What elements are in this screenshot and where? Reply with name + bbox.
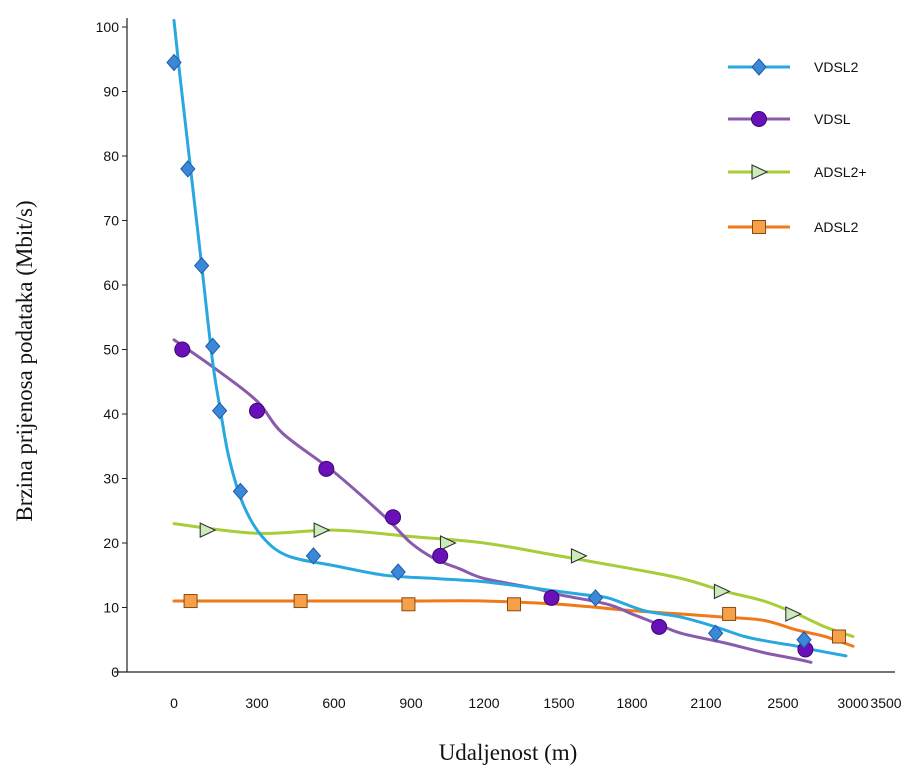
vdsl2-point xyxy=(205,337,221,356)
adsl2-line xyxy=(172,599,855,648)
y-tick-label: 80 xyxy=(103,148,119,164)
x-tick-label: 300 xyxy=(245,695,269,711)
x-tick-label: 1500 xyxy=(543,695,574,711)
x-tick-label: 600 xyxy=(322,695,346,711)
adsl2-plus-point xyxy=(713,583,731,600)
vdsl-point xyxy=(385,509,402,526)
y-tick-label: 10 xyxy=(103,600,119,616)
vdsl2-point xyxy=(305,547,322,565)
x-axis-title: Udaljenost (m) xyxy=(439,740,578,765)
series-lines xyxy=(172,19,855,664)
y-tick-label: 20 xyxy=(103,535,119,551)
legend-adsl2-marker xyxy=(752,220,766,234)
y-tick-label: 0 xyxy=(111,664,119,680)
adsl2-point xyxy=(293,594,308,609)
y-tick-label: 40 xyxy=(103,406,119,422)
vdsl-point xyxy=(174,341,191,358)
adsl2-point xyxy=(401,597,416,612)
x-tick-label: 1200 xyxy=(468,695,499,711)
y-axis-title: Brzina prijenosa podataka (Mbit/s) xyxy=(12,200,37,521)
vdsl2-point xyxy=(390,563,406,581)
vdsl-point xyxy=(651,618,668,635)
adsl2-point xyxy=(183,594,198,609)
x-tick-label: 900 xyxy=(399,695,423,711)
y-tick-label: 90 xyxy=(103,84,119,100)
y-tick-label: 100 xyxy=(96,19,120,35)
adsl2-point xyxy=(722,606,737,621)
x-tick-label: 2100 xyxy=(690,695,721,711)
vdsl2-point xyxy=(232,482,249,501)
vdsl-line xyxy=(172,338,813,664)
adsl2-plus-point xyxy=(313,522,331,538)
y-tick-label: 30 xyxy=(103,471,119,487)
adsl2-point xyxy=(832,629,846,644)
vdsl-point xyxy=(249,402,265,419)
adsl2-plus-point xyxy=(439,535,457,551)
x-tick-label: 3500 xyxy=(870,695,901,711)
series-markers xyxy=(166,53,846,658)
y-tick-label: 70 xyxy=(103,213,119,229)
legend-vdsl2-label: VDSL2 xyxy=(814,59,859,75)
legend: VDSL2 VDSL ADSL2+ ADSL2 xyxy=(728,58,867,235)
vdsl2-point xyxy=(211,402,228,420)
vdsl2-point xyxy=(194,256,210,275)
adsl2-plus-point xyxy=(785,606,803,622)
vdsl2-point xyxy=(166,53,182,72)
adsl2-point xyxy=(507,597,521,612)
vdsl2-point xyxy=(796,630,812,649)
legend-vdsl-marker xyxy=(751,111,767,127)
adsl2-plus-point xyxy=(570,548,588,564)
chart-axes: 0 10 20 30 40 50 60 70 80 90 100 0 300 600 900 1200 1500… xyxy=(96,18,902,711)
x-tick-label: 2500 xyxy=(767,695,798,711)
adsl2-plus-point xyxy=(199,522,217,538)
legend-adsl2-plus-marker xyxy=(751,164,769,180)
legend-adsl2-plus-label: ADSL2+ xyxy=(814,164,867,180)
x-tick-label: 1800 xyxy=(616,695,647,711)
x-tick-label: 0 xyxy=(170,695,178,711)
vdsl-point xyxy=(543,589,560,606)
y-tick-label: 50 xyxy=(103,342,119,358)
vdsl2-point xyxy=(707,624,724,643)
x-tick-label: 3000 xyxy=(837,695,868,711)
vdsl-point xyxy=(318,460,335,477)
vdsl-point xyxy=(432,547,449,564)
y-tick-label: 60 xyxy=(103,277,119,293)
legend-vdsl2-marker xyxy=(751,58,767,76)
legend-adsl2-label: ADSL2 xyxy=(814,219,859,235)
vdsl2-point xyxy=(180,160,196,178)
vdsl2-line xyxy=(172,19,848,658)
legend-vdsl-label: VDSL xyxy=(814,111,851,127)
vdsl2-point xyxy=(587,589,604,607)
